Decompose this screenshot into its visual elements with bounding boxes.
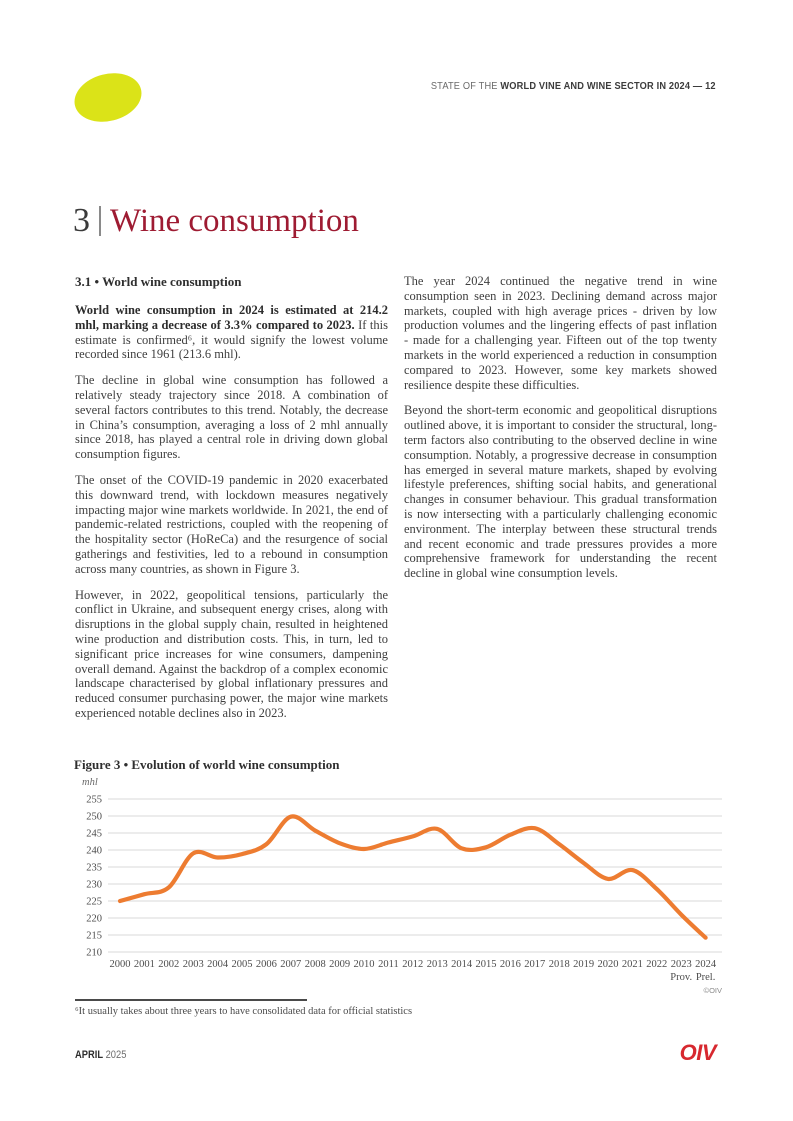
svg-text:2003: 2003 [183,959,204,970]
running-header-prefix: STATE OF THE [431,80,501,92]
svg-text:2001: 2001 [134,959,155,970]
svg-text:240: 240 [86,846,102,857]
footer-year: 2025 [105,1049,127,1061]
svg-text:2016: 2016 [500,959,521,970]
svg-text:©OIV: ©OIV [704,986,722,995]
svg-text:2004: 2004 [207,959,229,970]
chapter-name: Wine consumption [110,202,359,239]
footnote-text: ⁶It usually takes about three years to h… [75,1006,413,1017]
svg-text:2008: 2008 [305,959,326,970]
svg-text:230: 230 [86,880,102,891]
svg-text:2020: 2020 [598,959,619,970]
paragraph-estimate: World wine consumption in 2024 is estima… [75,303,388,362]
right-column: The year 2024 continued the negative tre… [404,274,717,732]
figure-3: Figure 3 • Evolution of world wine consu… [74,757,724,997]
svg-text:Prel.: Prel. [696,972,716,983]
svg-text:2011: 2011 [378,959,399,970]
paragraph-2022: However, in 2022, geopolitical tensions,… [75,587,388,720]
figure-title: Figure 3 • Evolution of world wine consu… [74,757,340,772]
paragraph-estimate-rest: If this estimate is confirmed⁶, it would… [75,317,388,362]
footnote-block: ⁶It usually takes about three years to h… [75,999,635,1017]
paragraph-structural: Beyond the short-term economic and geopo… [404,403,717,581]
svg-text:250: 250 [86,812,102,823]
footer-date: APRIL 2025 [75,1049,126,1061]
paragraph-estimate-lead: World wine consumption in 2024 is estima… [75,303,388,332]
svg-text:2007: 2007 [280,959,301,970]
body-columns: 3.1 • World wine consumption World wine … [75,274,717,732]
svg-text:2013: 2013 [427,959,448,970]
chapter-title: 3 Wine consumption [73,202,359,240]
svg-text:2017: 2017 [524,959,545,970]
running-header-title: WORLD VINE AND WINE SECTOR IN 2024 — 12 [500,80,716,92]
running-header: STATE OF THE WORLD VINE AND WINE SECTOR … [431,80,716,92]
svg-text:2000: 2000 [110,959,131,970]
svg-text:2005: 2005 [232,959,253,970]
svg-text:235: 235 [86,863,102,874]
paragraph-decline: The decline in global wine consumption h… [75,373,388,462]
svg-text:2010: 2010 [354,959,375,970]
svg-text:2022: 2022 [646,959,667,970]
svg-text:2023: 2023 [671,959,692,970]
svg-text:210: 210 [86,948,102,959]
oiv-logo: OIV [679,1040,717,1065]
svg-text:2014: 2014 [451,959,473,970]
paragraph-2024: The year 2024 continued the negative tre… [404,274,717,392]
svg-text:2018: 2018 [549,959,570,970]
consumption-line-series [117,814,708,940]
svg-text:2012: 2012 [402,959,423,970]
left-column: 3.1 • World wine consumption World wine … [75,274,388,732]
paragraph-covid: The onset of the COVID-19 pandemic in 20… [75,472,388,576]
svg-text:Prov.: Prov. [670,972,692,983]
svg-text:2021: 2021 [622,959,643,970]
svg-text:mhl: mhl [82,777,98,788]
svg-text:2015: 2015 [476,959,497,970]
chapter-number: 3 [73,202,90,239]
ellipse-logo [69,66,147,129]
footer-month: APRIL [75,1049,104,1061]
footnote-rule [75,999,307,1001]
svg-text:220: 220 [86,914,102,925]
svg-text:255: 255 [86,795,102,806]
svg-text:2024: 2024 [695,959,717,970]
svg-text:2019: 2019 [573,959,594,970]
svg-text:225: 225 [86,897,102,908]
svg-text:245: 245 [86,829,102,840]
svg-text:2002: 2002 [158,959,179,970]
svg-text:2009: 2009 [329,959,350,970]
section-heading: 3.1 • World wine consumption [75,274,242,289]
svg-text:215: 215 [86,931,102,942]
svg-text:2006: 2006 [256,959,277,970]
chapter-separator [99,206,101,236]
